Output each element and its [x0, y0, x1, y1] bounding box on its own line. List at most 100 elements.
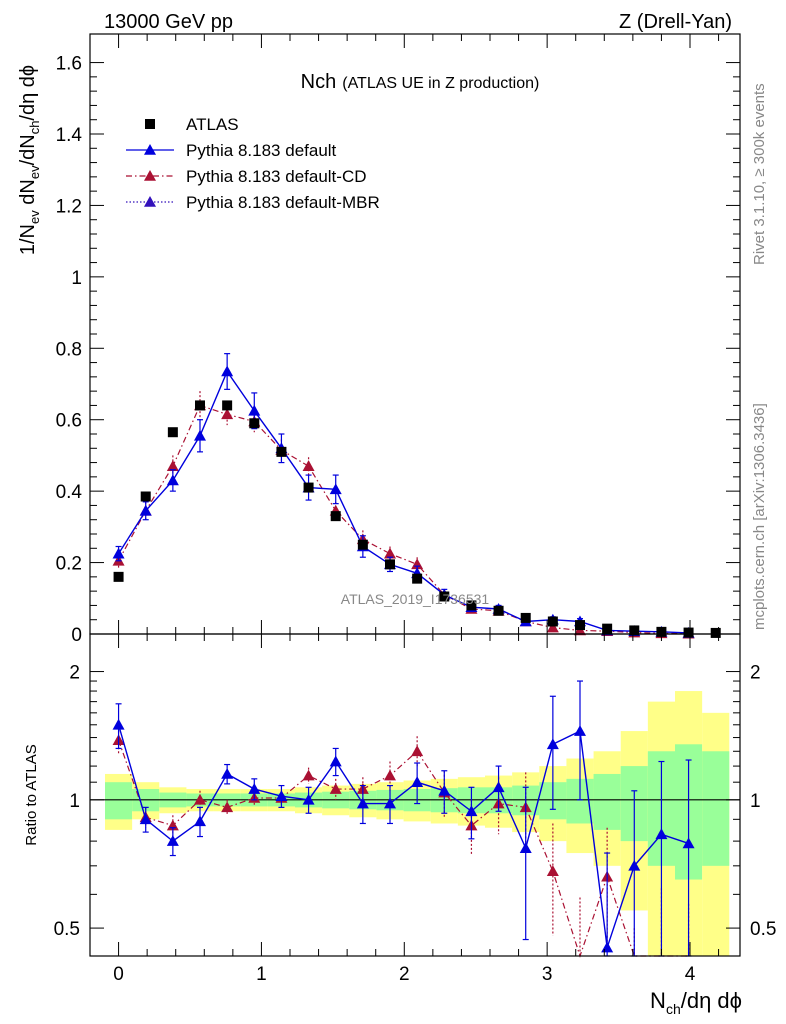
- legend-marker-atlas: [145, 119, 155, 129]
- default-point: [221, 365, 234, 377]
- ratio-default-point: [248, 783, 261, 794]
- default-line: [117, 370, 689, 634]
- cd-point: [546, 621, 559, 633]
- ratio-default-point: [275, 790, 288, 801]
- ratio-cd-point: [194, 793, 206, 805]
- atlas-point: [167, 427, 178, 438]
- xtick-label: 2: [399, 964, 410, 985]
- atlas-point: [303, 482, 314, 493]
- legend-marker: [144, 144, 156, 155]
- ratio-default-point: [519, 842, 532, 853]
- cd-point: [384, 547, 396, 559]
- default-point: [194, 429, 206, 441]
- xtick-label: 3: [542, 964, 553, 985]
- ratio-band-inner: [593, 773, 621, 830]
- atlas-point: [520, 612, 531, 623]
- top-ytick-label: 0.2: [56, 554, 82, 575]
- ratio-band-inner: [105, 782, 133, 820]
- top-ytick-label: 1.2: [56, 196, 82, 217]
- legend: ATLAS Pythia 8.183 default Pythia 8.183 de…: [126, 115, 380, 212]
- ratio-default-point: [166, 835, 179, 846]
- top-ytick-label: 0.8: [56, 339, 82, 360]
- atlas-point: [195, 400, 205, 411]
- atlas-point: [493, 605, 504, 616]
- top-ylabel: 1/Nev dNev/dNch/dη dϕ: [17, 65, 42, 255]
- cd-point: [221, 408, 234, 420]
- atlas-point: [385, 559, 395, 570]
- legend-label: Pythia 8.183 default-CD: [186, 167, 367, 186]
- ratio-default-point: [438, 784, 451, 796]
- ratio-default-point: [356, 797, 369, 809]
- top-ytick-label: 0.6: [56, 411, 82, 432]
- ratio-band-inner: [702, 751, 730, 866]
- ratio-default-point: [112, 718, 125, 730]
- ratio-cd-point: [384, 769, 396, 781]
- atlas-point: [683, 627, 694, 638]
- top-ytick-label: 1: [71, 268, 82, 289]
- ratio-cd-point: [546, 865, 559, 876]
- ratio-frame: [89, 633, 741, 957]
- ratio-ylabel: Ratio to ATLAS: [23, 744, 40, 845]
- ratio-ytick-label: 2: [69, 663, 80, 684]
- top-ytick-label: 0: [71, 625, 82, 646]
- xtick-label: 1: [256, 964, 267, 985]
- ratio-cd-line: [118, 740, 689, 958]
- xlabel: Nch/dη dϕ: [650, 988, 742, 1017]
- atlas-point: [547, 616, 558, 627]
- legend-label: Pythia 8.183 default-MBR: [186, 193, 380, 212]
- atlas-point: [710, 627, 721, 638]
- ratio-default-point: [682, 837, 695, 849]
- default-point: [248, 404, 261, 416]
- ratio-cd-point: [329, 783, 342, 794]
- atlas-point: [466, 600, 477, 611]
- legend-marker: [144, 170, 156, 181]
- atlas-point: [412, 573, 423, 584]
- ratio-default-point: [302, 793, 315, 805]
- ratio-default-point: [194, 815, 206, 827]
- atlas-point: [629, 625, 640, 636]
- ratio-ytick-label: 0.5: [54, 919, 80, 940]
- legend-label: Pythia 8.183 default: [186, 141, 337, 160]
- ratio-ytick-label-right: 1: [750, 791, 761, 812]
- atlas-point: [113, 571, 124, 582]
- atlas-point: [439, 591, 450, 602]
- ratio-ytick-label-right: 2: [750, 663, 761, 684]
- ratio-default-point: [411, 776, 424, 787]
- watermark: ATLAS_2019_I1736531: [341, 591, 490, 607]
- ratio-cd-point: [411, 745, 424, 757]
- default-point: [166, 474, 179, 486]
- default-point: [139, 504, 152, 516]
- xtick-label: 0: [113, 964, 124, 985]
- ratio-default-point: [221, 767, 234, 779]
- atlas-point: [602, 623, 613, 634]
- ratio-cd-point: [302, 769, 315, 781]
- ratio-default-point: [546, 738, 559, 750]
- legend-marker: [144, 196, 156, 207]
- plot-title: Nch (ATLAS UE in Z production): [301, 71, 540, 93]
- ratio-ytick-label-right: 0.5: [750, 919, 776, 940]
- atlas-point: [575, 620, 585, 631]
- ratio-cd-point: [221, 801, 234, 813]
- default-point: [112, 547, 125, 559]
- mcplots-label: mcplots.cern.ch [arXiv:1306.3436]: [751, 403, 768, 630]
- ratio-default-point: [384, 797, 396, 809]
- header-process: Z (Drell-Yan): [619, 11, 732, 33]
- ratio-default-point: [492, 781, 505, 793]
- xtick-label: 4: [685, 964, 696, 985]
- ratio-default-point: [628, 859, 641, 871]
- ratio-default-point: [139, 813, 152, 825]
- cd-point: [302, 460, 315, 471]
- atlas-point: [140, 491, 151, 502]
- ratio-default-point: [574, 725, 586, 736]
- cd-point: [166, 460, 179, 471]
- top-ytick-label: 1.4: [56, 125, 83, 146]
- atlas-point: [249, 418, 260, 429]
- atlas-point: [357, 539, 368, 550]
- header-energy: 13000 GeV pp: [104, 11, 233, 33]
- default-point: [329, 483, 342, 495]
- rivet-label: Rivet 3.1.10, ≥ 300k events: [751, 83, 768, 265]
- ratio-default-point: [329, 755, 342, 767]
- ratio-default-line: [117, 724, 689, 948]
- atlas-point: [222, 400, 233, 411]
